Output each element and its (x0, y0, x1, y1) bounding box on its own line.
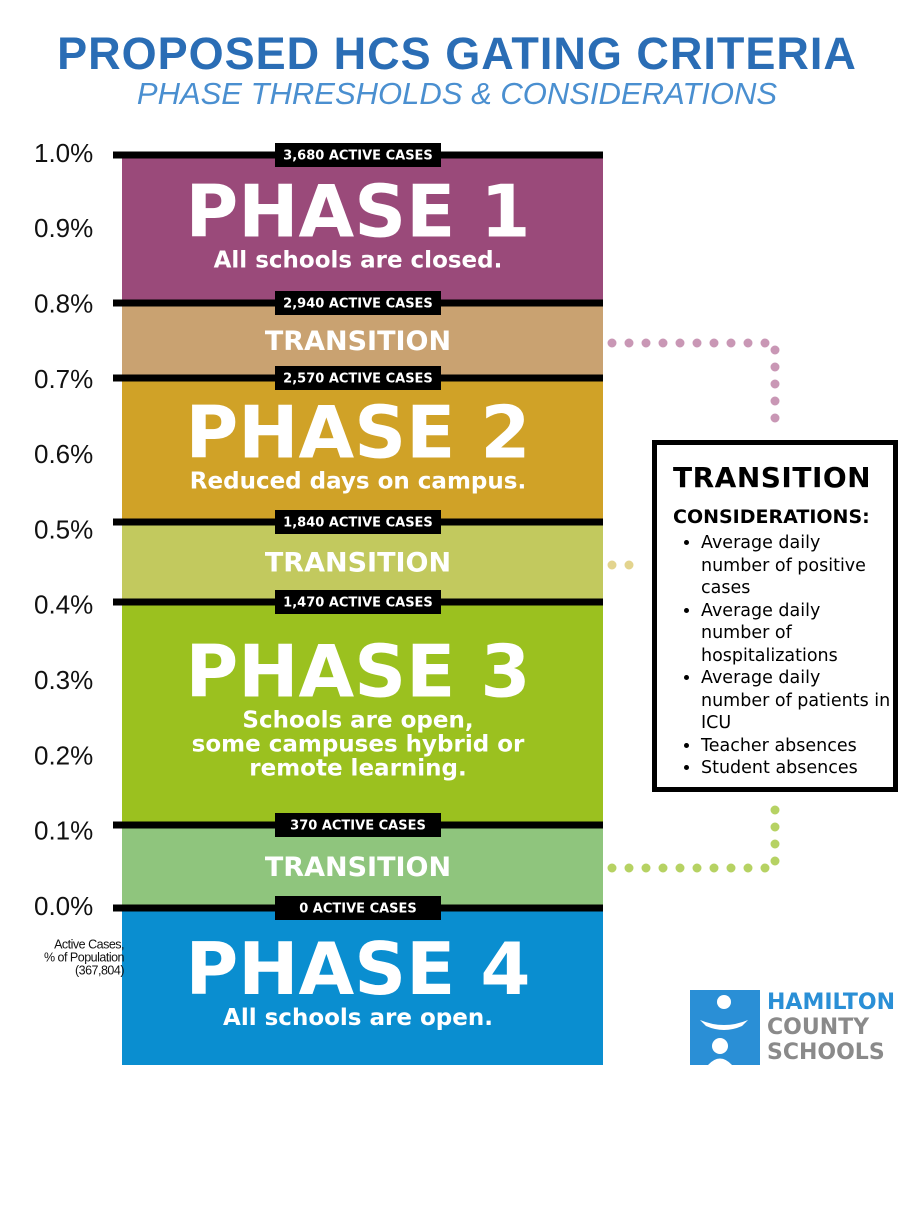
consideration-item: Average daily number of positive cases (701, 532, 893, 600)
threshold-label: 2,570 ACTIVE CASES (283, 372, 433, 387)
logo-mark (717, 995, 731, 1009)
phase-subtitle: some campuses hybrid or (192, 732, 525, 758)
axis-tick-label: 0.8% (34, 288, 93, 318)
band (122, 825, 603, 908)
threshold-tag (275, 143, 441, 167)
threshold-tag (275, 366, 441, 390)
threshold-label: 370 ACTIVE CASES (290, 819, 426, 834)
consideration-item: Average daily number of hospitalizations (701, 600, 893, 668)
phase-subtitle: Schools are open, (242, 708, 473, 734)
threshold-label: 2,940 ACTIVE CASES (283, 297, 433, 312)
phase-title: PHASE 4 (186, 927, 531, 1011)
threshold-label: 1,840 ACTIVE CASES (283, 516, 433, 531)
axis-tick-label: 0.2% (34, 740, 93, 770)
consideration-item: Student absences (701, 757, 893, 780)
transition-label: TRANSITION (265, 326, 451, 357)
band (122, 155, 603, 303)
axis-label: % of Population (44, 950, 125, 964)
subtitle: PHASE THRESHOLDS & CONSIDERATIONS (137, 76, 778, 111)
axis-tick-label: 0.5% (34, 514, 93, 544)
phase-subtitle: Reduced days on campus. (190, 469, 526, 495)
logo-text: COUNTY (767, 1015, 870, 1040)
logo-mark (712, 1038, 728, 1054)
threshold-label: 0 ACTIVE CASES (299, 902, 417, 917)
threshold-label: 3,680 ACTIVE CASES (283, 149, 433, 164)
consideration-item: Average daily number of patients in ICU (701, 667, 893, 735)
axis-label: (367,804) (75, 963, 124, 977)
logo-mark (700, 1020, 748, 1030)
logo-mark (708, 1058, 732, 1065)
axis-tick-label: 0.4% (34, 590, 93, 620)
phase-title: PHASE 1 (186, 170, 531, 254)
phase-title: PHASE 3 (186, 630, 531, 714)
band (122, 522, 603, 602)
phase-subtitle: All schools are closed. (214, 248, 503, 274)
threshold-tag (275, 813, 441, 837)
axis-label: Active Cases, (54, 937, 124, 951)
title: PROPOSED HCS GATING CRITERIA (57, 28, 857, 79)
band (122, 602, 603, 825)
phase-subtitle: All schools are open. (223, 1005, 493, 1031)
band (122, 908, 603, 1065)
threshold-tag (275, 590, 441, 614)
threshold-tag (275, 510, 441, 534)
logo-text: HAMILTON (767, 990, 895, 1015)
threshold-tag (275, 896, 441, 920)
box-heading: CONSIDERATIONS: (673, 506, 870, 528)
band (122, 303, 603, 378)
box-title: TRANSITION (673, 461, 872, 494)
band (122, 378, 603, 522)
connector (607, 793, 780, 873)
phase-title: PHASE 2 (186, 391, 531, 475)
axis-tick-label: 0.9% (34, 213, 93, 243)
connector (607, 338, 780, 437)
considerations-box: TRANSITION CONSIDERATIONS: Average daily… (652, 440, 898, 792)
transition-label: TRANSITION (265, 852, 451, 883)
transition-label: TRANSITION (265, 548, 451, 579)
axis-tick-label: 0.0% (34, 891, 93, 921)
consideration-item: Teacher absences (701, 735, 893, 758)
threshold-tag (275, 291, 441, 315)
considerations-list: Average daily number of positive casesAv… (657, 532, 893, 780)
axis-tick-label: 0.6% (34, 439, 93, 469)
axis-tick-label: 1.0% (34, 138, 93, 168)
logo-text: SCHOOLS (767, 1040, 885, 1065)
axis-tick-label: 0.7% (34, 364, 93, 394)
axis-tick-label: 0.1% (34, 816, 93, 846)
phase-subtitle: remote learning. (249, 756, 467, 782)
threshold-label: 1,470 ACTIVE CASES (283, 596, 433, 611)
axis-tick-label: 0.3% (34, 665, 93, 695)
